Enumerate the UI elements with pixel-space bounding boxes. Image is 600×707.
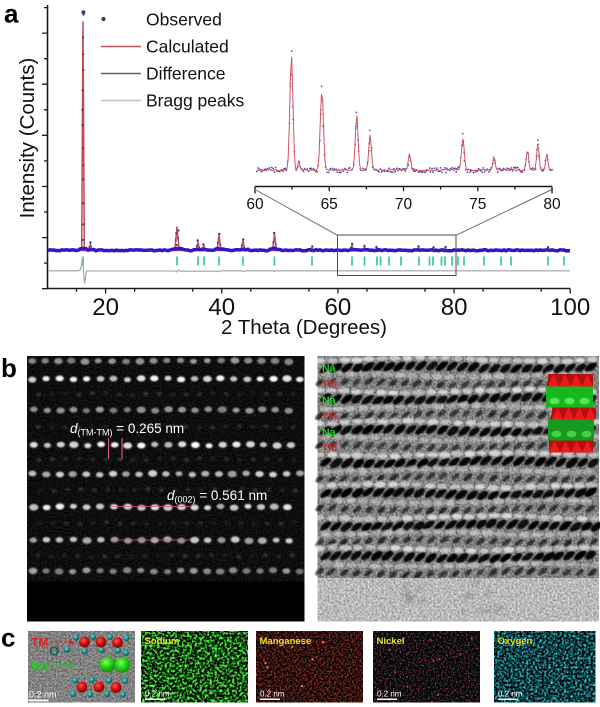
svg-text:60: 60 [246, 196, 264, 213]
svg-text:0.2 nm: 0.2 nm [377, 690, 402, 699]
svg-text:Calculated: Calculated [146, 37, 229, 57]
svg-text:Intensity (Counts): Intensity (Counts) [16, 58, 39, 219]
svg-text:Na: Na [322, 427, 336, 439]
svg-text:TM: TM [322, 411, 337, 423]
svg-text:Na: Na [31, 658, 49, 674]
svg-text:40: 40 [208, 294, 235, 321]
svg-text:d(002) = 0.561 nm: d(002) = 0.561 nm [167, 488, 267, 505]
svg-text:60: 60 [325, 294, 352, 321]
svg-text:80: 80 [543, 196, 561, 213]
svg-text:2 Theta (Degrees): 2 Theta (Degrees) [221, 316, 387, 339]
svg-text:TM: TM [31, 636, 48, 650]
svg-text:Na: Na [322, 363, 336, 375]
svg-text:a: a [4, 0, 19, 29]
svg-text:100: 100 [550, 294, 590, 321]
svg-text:0.2 nm: 0.2 nm [260, 690, 285, 699]
svg-text:65: 65 [321, 196, 338, 213]
svg-text:0.2 nm: 0.2 nm [29, 690, 57, 700]
svg-text:Nickel: Nickel [377, 636, 405, 647]
svg-text:O: O [49, 644, 59, 659]
svg-text:Bragg peaks: Bragg peaks [146, 91, 245, 111]
svg-text:b: b [1, 353, 17, 383]
svg-text:80: 80 [441, 294, 468, 321]
svg-text:0.2 nm: 0.2 nm [498, 690, 523, 699]
svg-text:Manganese: Manganese [260, 636, 312, 647]
svg-text:75: 75 [469, 196, 486, 213]
svg-text:TM: TM [322, 379, 337, 391]
svg-text:20: 20 [92, 294, 119, 321]
svg-text:TM: TM [322, 442, 337, 454]
svg-text:0.2 nm: 0.2 nm [145, 690, 170, 699]
svg-text:Observed: Observed [146, 10, 222, 30]
svg-text:d(TM-TM) = 0.265 nm: d(TM-TM) = 0.265 nm [70, 421, 184, 438]
svg-text:c: c [1, 623, 15, 653]
svg-text:Difference: Difference [146, 64, 225, 84]
svg-text:70: 70 [395, 196, 413, 213]
svg-text:Na: Na [322, 395, 336, 407]
svg-text:Oxygen: Oxygen [498, 636, 533, 647]
svg-text:Sodium: Sodium [145, 636, 180, 647]
